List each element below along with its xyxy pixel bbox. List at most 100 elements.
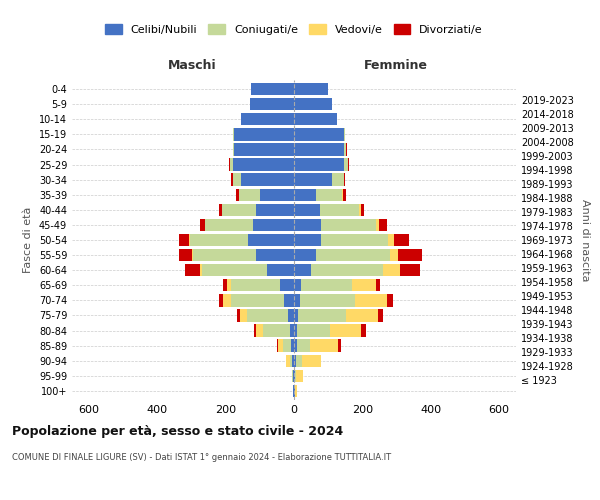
Bar [388,234,394,246]
Bar [278,340,283,352]
Bar [294,158,344,170]
Bar [253,218,294,231]
Y-axis label: Anni di nascita: Anni di nascita [580,198,590,281]
Bar [346,310,379,322]
Bar [240,310,247,322]
Bar [256,324,263,337]
Bar [376,279,380,291]
Bar [247,310,288,322]
Bar [231,294,284,306]
Text: Maschi: Maschi [167,60,216,72]
Bar [310,340,338,352]
Bar [260,188,294,201]
Bar [241,113,294,126]
Bar [342,188,343,201]
Bar [295,385,297,397]
Bar [320,204,359,216]
Bar [185,264,200,276]
Text: Femmine: Femmine [364,60,428,72]
Bar [347,158,349,170]
Bar [294,98,332,110]
Bar [231,174,233,186]
Bar [256,204,294,216]
Bar [361,204,364,216]
Bar [218,204,222,216]
Bar [294,128,344,140]
Bar [332,174,344,186]
Bar [295,370,296,382]
Bar [330,324,361,337]
Bar [290,354,292,367]
Bar [294,340,297,352]
Bar [236,188,239,201]
Bar [233,143,234,156]
Bar [248,234,294,246]
Bar [284,294,294,306]
Bar [379,218,387,231]
Bar [233,128,234,140]
Bar [301,279,352,291]
Bar [343,188,346,201]
Bar [231,279,280,291]
Text: Popolazione per età, sesso e stato civile - 2024: Popolazione per età, sesso e stato civil… [12,425,343,438]
Bar [288,310,294,322]
Bar [320,354,322,367]
Bar [361,324,366,337]
Bar [294,174,332,186]
Bar [359,204,361,216]
Bar [293,370,294,382]
Bar [293,385,294,397]
Bar [250,98,294,110]
Bar [234,128,294,140]
Bar [316,188,342,201]
Bar [322,218,376,231]
Bar [179,234,189,246]
Bar [294,234,322,246]
Bar [292,354,294,367]
Bar [294,310,298,322]
Bar [344,128,345,140]
Bar [400,264,421,276]
Bar [302,354,320,367]
Bar [346,143,347,156]
Bar [297,340,310,352]
Legend: Celibi/Nubili, Coniugati/e, Vedovi/e, Divorziati/e: Celibi/Nubili, Coniugati/e, Vedovi/e, Di… [102,20,486,38]
Bar [219,294,223,306]
Bar [294,264,311,276]
Bar [241,174,294,186]
Bar [296,354,302,367]
Bar [338,340,341,352]
Bar [202,264,266,276]
Bar [383,264,400,276]
Bar [283,340,291,352]
Bar [200,264,202,276]
Bar [251,83,294,95]
Bar [298,324,330,337]
Bar [266,264,294,276]
Bar [286,354,290,367]
Bar [193,249,256,262]
Bar [291,340,294,352]
Bar [229,158,230,170]
Bar [294,83,328,95]
Bar [223,279,227,291]
Bar [322,234,388,246]
Bar [233,158,294,170]
Bar [239,188,260,201]
Bar [387,294,394,306]
Bar [277,340,278,352]
Bar [294,188,316,201]
Bar [300,294,355,306]
Bar [179,249,192,262]
Bar [256,249,294,262]
Bar [223,294,231,306]
Bar [290,324,294,337]
Text: COMUNE DI FINALE LIGURE (SV) - Dati ISTAT 1° gennaio 2024 - Elaborazione TUTTITA: COMUNE DI FINALE LIGURE (SV) - Dati ISTA… [12,453,391,462]
Bar [294,294,300,306]
Bar [294,249,316,262]
Bar [205,218,253,231]
Bar [294,385,295,397]
Bar [294,324,298,337]
Bar [233,174,241,186]
Bar [398,249,422,262]
